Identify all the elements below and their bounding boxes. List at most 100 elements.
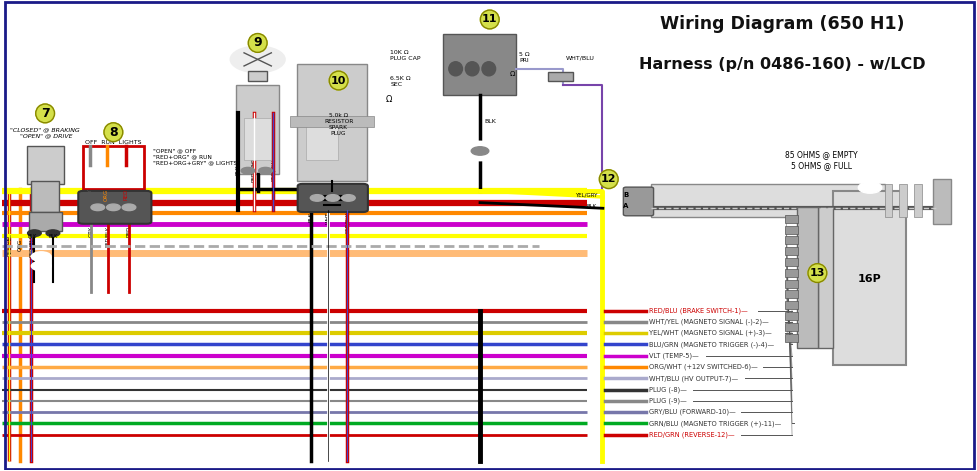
Circle shape — [27, 230, 41, 236]
Text: BLK: BLK — [48, 234, 58, 239]
FancyBboxPatch shape — [785, 236, 797, 244]
Circle shape — [460, 142, 499, 160]
Text: 13: 13 — [809, 268, 825, 278]
Text: PLUG (-8)—: PLUG (-8)— — [648, 386, 686, 393]
FancyBboxPatch shape — [832, 191, 906, 365]
Ellipse shape — [599, 170, 617, 188]
FancyBboxPatch shape — [785, 215, 797, 223]
Text: GRY/BLU (FORWARD-10)—: GRY/BLU (FORWARD-10)— — [648, 409, 735, 415]
Ellipse shape — [482, 62, 495, 76]
Text: ORG/WHT (+12V SWITCHED-6)—: ORG/WHT (+12V SWITCHED-6)— — [648, 364, 756, 370]
FancyBboxPatch shape — [818, 207, 832, 348]
Text: ORG: ORG — [104, 188, 109, 201]
Text: RED/BLU: RED/BLU — [29, 233, 34, 257]
Text: BLU/GRN (MAGNETO TRIGGER (-)-4)—: BLU/GRN (MAGNETO TRIGGER (-)-4)— — [648, 341, 773, 348]
Text: RED: RED — [126, 226, 131, 237]
Circle shape — [31, 252, 51, 261]
Text: GRY: GRY — [87, 188, 93, 199]
FancyBboxPatch shape — [306, 118, 337, 160]
Text: 16P: 16P — [857, 275, 881, 284]
FancyBboxPatch shape — [899, 184, 907, 217]
FancyBboxPatch shape — [296, 64, 366, 181]
Text: YEL/WHT (MAGNETO SIGNAL (+)-3)—: YEL/WHT (MAGNETO SIGNAL (+)-3)— — [648, 330, 771, 336]
Ellipse shape — [329, 71, 348, 90]
FancyBboxPatch shape — [785, 312, 797, 320]
Circle shape — [106, 204, 120, 211]
FancyBboxPatch shape — [796, 207, 818, 348]
FancyBboxPatch shape — [785, 269, 797, 277]
FancyBboxPatch shape — [443, 33, 516, 95]
Text: 10: 10 — [330, 75, 346, 86]
Circle shape — [91, 204, 105, 211]
FancyBboxPatch shape — [785, 333, 797, 341]
FancyBboxPatch shape — [78, 191, 151, 224]
Text: RED/YEL: RED/YEL — [7, 234, 12, 256]
Ellipse shape — [807, 264, 826, 283]
FancyBboxPatch shape — [236, 85, 278, 174]
Text: WHT: WHT — [325, 212, 330, 224]
Text: YEL/GRY: YEL/GRY — [574, 193, 596, 198]
Circle shape — [341, 195, 355, 201]
Text: RED/WHT: RED/WHT — [251, 157, 256, 182]
FancyBboxPatch shape — [31, 181, 59, 212]
Text: WHT/BLU (HV OUTPUT-7)—: WHT/BLU (HV OUTPUT-7)— — [648, 375, 737, 382]
Text: RED/BLK: RED/BLK — [105, 226, 110, 247]
FancyBboxPatch shape — [650, 184, 884, 217]
Text: 85 OHMS @ EMPTY
5 OHMS @ FULL: 85 OHMS @ EMPTY 5 OHMS @ FULL — [785, 150, 857, 170]
Ellipse shape — [448, 62, 462, 76]
Ellipse shape — [36, 104, 55, 123]
Text: VLT (TEMP-5)—: VLT (TEMP-5)— — [648, 352, 698, 359]
Text: RED/BLU (BRAKE SWITCH-1)—: RED/BLU (BRAKE SWITCH-1)— — [648, 308, 746, 314]
Text: BLK: BLK — [27, 234, 37, 239]
FancyBboxPatch shape — [785, 280, 797, 288]
Text: B: B — [622, 192, 628, 198]
Text: BLK: BLK — [235, 165, 240, 175]
Circle shape — [858, 182, 881, 193]
Circle shape — [310, 195, 323, 201]
Text: Ω: Ω — [385, 95, 392, 104]
FancyBboxPatch shape — [26, 146, 64, 184]
FancyBboxPatch shape — [785, 291, 797, 299]
Text: BLK: BLK — [484, 119, 495, 124]
Text: OFF  RUN  LIGHTS: OFF RUN LIGHTS — [85, 140, 142, 145]
FancyBboxPatch shape — [785, 247, 797, 255]
FancyBboxPatch shape — [297, 184, 367, 212]
Text: 6.5K Ω
SEC: 6.5K Ω SEC — [390, 76, 410, 87]
Text: RED/BLU: RED/BLU — [271, 158, 276, 181]
Text: 5 Ω
PRI: 5 Ω PRI — [519, 52, 530, 63]
FancyBboxPatch shape — [785, 258, 797, 266]
FancyBboxPatch shape — [622, 187, 653, 216]
Text: 11: 11 — [482, 15, 497, 24]
Text: RED: RED — [123, 188, 128, 200]
Circle shape — [471, 147, 488, 155]
FancyBboxPatch shape — [785, 301, 797, 309]
Circle shape — [46, 230, 60, 236]
FancyBboxPatch shape — [785, 226, 797, 234]
FancyBboxPatch shape — [28, 212, 62, 231]
Text: BLK: BLK — [309, 212, 314, 222]
Circle shape — [325, 195, 339, 201]
Text: GRY: GRY — [88, 226, 94, 237]
FancyBboxPatch shape — [932, 179, 950, 224]
Text: WHT/BLU: WHT/BLU — [566, 56, 594, 60]
Text: WHT/YEL (MAGNETO SIGNAL (-)-2)—: WHT/YEL (MAGNETO SIGNAL (-)-2)— — [648, 319, 768, 325]
Text: "OPEN" @ OFF
"RED+ORG" @ RUN
"RED+ORG+GRY" @ LIGHTS: "OPEN" @ OFF "RED+ORG" @ RUN "RED+ORG+GR… — [153, 149, 237, 165]
Text: Harness (p/n 0486-160) - w/LCD: Harness (p/n 0486-160) - w/LCD — [638, 57, 924, 72]
Circle shape — [231, 46, 284, 73]
Ellipse shape — [104, 123, 123, 142]
Ellipse shape — [480, 10, 498, 29]
Text: "CLOSED" @ BRAKING
 "OPEN" @ DRIVE: "CLOSED" @ BRAKING "OPEN" @ DRIVE — [10, 128, 80, 138]
Circle shape — [122, 204, 136, 211]
Text: 8: 8 — [109, 126, 117, 138]
Text: PLUG (-9)—: PLUG (-9)— — [648, 398, 686, 404]
FancyBboxPatch shape — [548, 72, 573, 81]
FancyBboxPatch shape — [248, 71, 267, 81]
Ellipse shape — [248, 33, 267, 52]
Text: A: A — [622, 203, 628, 209]
Text: 9: 9 — [253, 36, 262, 49]
Text: 10K Ω
PLUG CAP: 10K Ω PLUG CAP — [390, 50, 420, 61]
Text: Wiring Diagram (650 H1): Wiring Diagram (650 H1) — [659, 15, 904, 33]
FancyBboxPatch shape — [913, 184, 920, 217]
FancyBboxPatch shape — [884, 184, 892, 217]
FancyBboxPatch shape — [244, 118, 271, 160]
